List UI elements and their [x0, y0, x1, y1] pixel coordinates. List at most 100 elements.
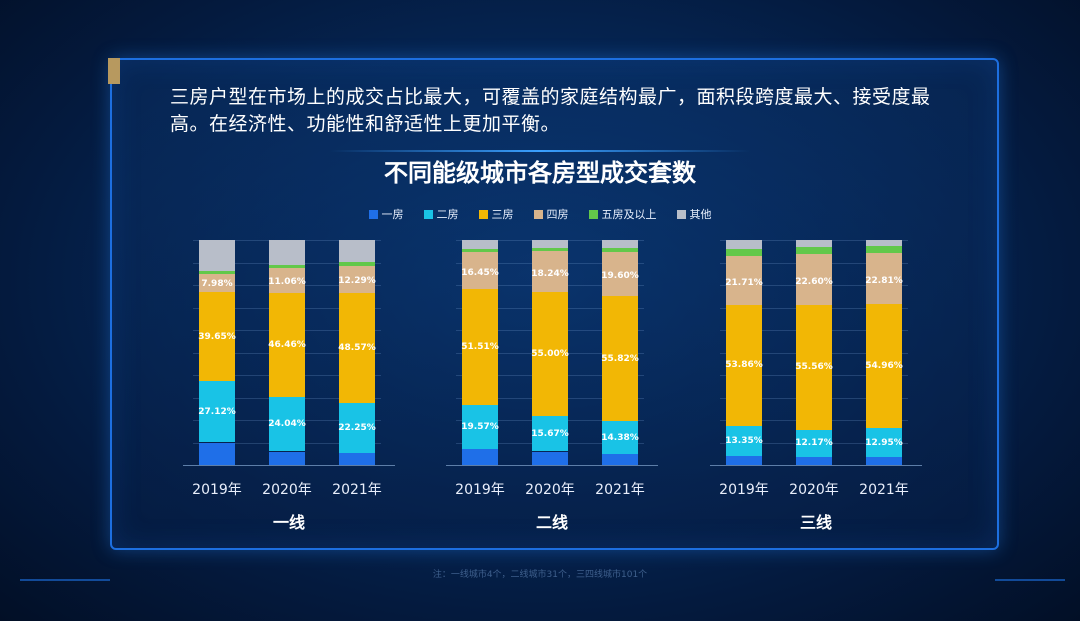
bar-segment-二房 [796, 429, 832, 458]
x-tick-label: 2021年 [332, 482, 382, 498]
bar-segment-二房 [269, 397, 305, 452]
bar-segment-二房 [866, 427, 902, 458]
data-label: 21.71% [725, 277, 763, 288]
x-tick-label: 2021年 [595, 482, 645, 498]
data-label: 22.81% [865, 276, 903, 287]
decorative-line-right [995, 579, 1065, 581]
bar-segment-一房 [532, 451, 568, 465]
bar-segment-三房 [532, 292, 568, 417]
x-tick-label: 2020年 [262, 482, 312, 498]
data-label: 53.86% [725, 360, 763, 371]
legend-item-5room-plus: 五房及以上 [588, 206, 657, 222]
bar-segment-其他 [796, 240, 832, 248]
legend-item-other: 其他 [676, 206, 712, 222]
bar-segment-一房 [269, 451, 305, 465]
bar-segment-三房 [726, 304, 762, 426]
bar-segment-二房 [602, 421, 638, 454]
bar-segment-其他 [269, 240, 305, 265]
data-label: 12.17% [795, 438, 833, 449]
data-label: 15.67% [531, 428, 569, 439]
legend-label: 其他 [689, 208, 712, 221]
x-tick-label: 2020年 [525, 482, 575, 498]
bar-segment-三房 [796, 304, 832, 430]
data-label: 12.29% [338, 275, 376, 286]
bar-segment-其他 [199, 240, 235, 271]
legend-swatch [478, 209, 488, 219]
legend-swatch [368, 209, 378, 219]
group-label: 三线 [799, 513, 832, 532]
data-label: 14.38% [601, 432, 639, 443]
x-axis-line [710, 465, 922, 466]
bar-segment-二房 [532, 416, 568, 452]
x-tick-label: 2019年 [719, 482, 769, 498]
bar-segment-四房 [532, 251, 568, 293]
bar-segment-五房及以上 [462, 248, 498, 253]
bar-segment-一房 [462, 449, 498, 465]
legend-swatch [423, 209, 433, 219]
data-label: 16.45% [461, 267, 499, 278]
data-label: 55.56% [795, 362, 833, 373]
bar-segment-四房 [796, 253, 832, 305]
group-label: 二线 [535, 513, 568, 532]
legend-item-1room: 一房 [368, 206, 404, 222]
x-axis-line [446, 465, 658, 466]
bar-segment-五房及以上 [602, 248, 638, 252]
legend-label: 三房 [491, 208, 514, 221]
legend-label: 五房及以上 [601, 208, 657, 221]
bar-segment-其他 [866, 240, 902, 247]
x-tick-label: 2019年 [455, 482, 505, 498]
bar-segment-三房 [602, 295, 638, 422]
legend-label: 四房 [546, 208, 569, 221]
data-label: 13.35% [725, 435, 763, 446]
bar-segment-其他 [726, 240, 762, 250]
data-label: 27.12% [198, 406, 236, 417]
bar-segment-其他 [339, 240, 375, 263]
data-label: 7.98% [201, 279, 233, 290]
bar-segment-五房及以上 [796, 247, 832, 254]
data-label: 55.82% [601, 353, 639, 364]
bar-segment-五房及以上 [866, 246, 902, 253]
data-label: 46.46% [268, 340, 306, 351]
data-label: 18.24% [531, 269, 569, 280]
chart-title: 不同能级城市各房型成交套数 [384, 159, 696, 187]
bar-segment-一房 [199, 442, 235, 465]
bar-segment-二房 [726, 425, 762, 456]
legend-item-2room: 二房 [423, 206, 459, 222]
bar-segment-五房及以上 [199, 270, 235, 275]
headline-text: 三房户型在市场上的成交占比最大，可覆盖的家庭结构最广，面积段跨度最大、接受度最高… [170, 86, 931, 135]
bar-segment-其他 [462, 240, 498, 249]
legend-swatch [588, 209, 598, 219]
data-label: 12.95% [865, 437, 903, 448]
panel-corner-accent [108, 58, 120, 84]
bar-segment-四房 [462, 252, 498, 290]
footnote: 注：一线城市4个，二线城市31个，三四线城市101个 [432, 570, 648, 580]
bar-segment-四房 [269, 267, 305, 293]
x-tick-label: 2021年 [859, 482, 909, 498]
data-label: 48.57% [338, 342, 376, 353]
bar-segment-四房 [866, 253, 902, 305]
bar-segment-一房 [339, 452, 375, 465]
bar-segment-二房 [462, 405, 498, 450]
legend-label: 一房 [381, 208, 404, 221]
bar-segment-三房 [462, 289, 498, 406]
data-label: 19.57% [461, 422, 499, 433]
data-label: 39.65% [198, 331, 236, 342]
bar-segment-三房 [269, 292, 305, 398]
data-label: 11.06% [268, 276, 306, 287]
group-label: 一线 [272, 513, 305, 532]
legend-item-3room: 三房 [478, 206, 514, 222]
legend-label: 二房 [436, 208, 459, 221]
legend-swatch [676, 209, 686, 219]
x-tick-label: 2019年 [192, 482, 242, 498]
bar-segment-五房及以上 [269, 264, 305, 268]
bar-segment-一房 [726, 456, 762, 465]
bar-segment-五房及以上 [726, 249, 762, 256]
bar-segment-其他 [602, 240, 638, 249]
legend-swatch [533, 209, 543, 219]
data-label: 55.00% [531, 349, 569, 360]
bar-segment-一房 [796, 457, 832, 465]
bar-segment-五房及以上 [339, 262, 375, 266]
bar-segment-四房 [199, 274, 235, 293]
decorative-line-left [20, 579, 110, 581]
bar-segment-一房 [866, 457, 902, 465]
